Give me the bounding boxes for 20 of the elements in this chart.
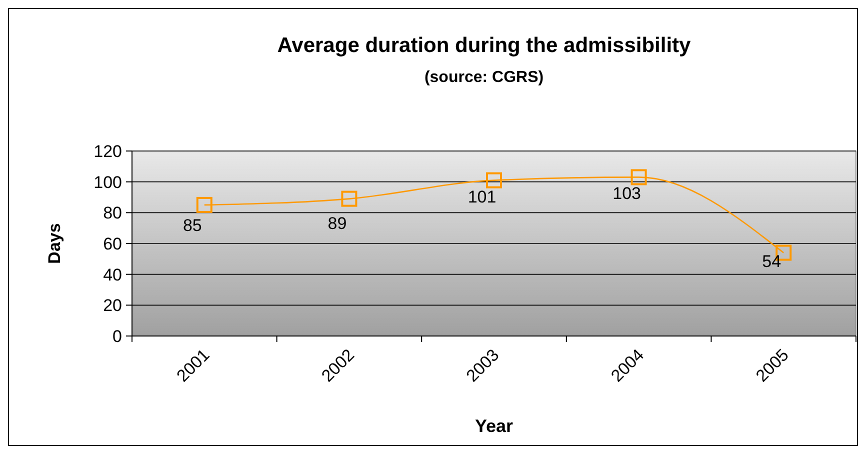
point	[486, 172, 502, 188]
y-tick-label: 0	[112, 326, 122, 346]
chart-title: Average duration during the admissibility	[277, 34, 692, 57]
data-label: 85	[182, 216, 202, 235]
y-tick-label: 120	[94, 142, 122, 161]
data-label: 101	[468, 187, 496, 206]
data-label: 103	[612, 184, 641, 204]
point	[630, 169, 647, 186]
x-axis-title: Year	[474, 416, 514, 436]
y-tick-label: 60	[103, 234, 122, 254]
point	[196, 196, 212, 213]
data-label: 89	[328, 214, 347, 233]
y-tick-label: 80	[103, 204, 122, 223]
y-tick-label: 40	[103, 265, 122, 284]
y-tick-label: 100	[94, 172, 122, 192]
y-axis-title: Days	[45, 223, 64, 264]
point	[341, 190, 358, 207]
chart-subtitle: (source: CGRS)	[424, 69, 544, 86]
data-label: 54	[762, 252, 782, 271]
y-tick-label: 20	[103, 296, 122, 316]
